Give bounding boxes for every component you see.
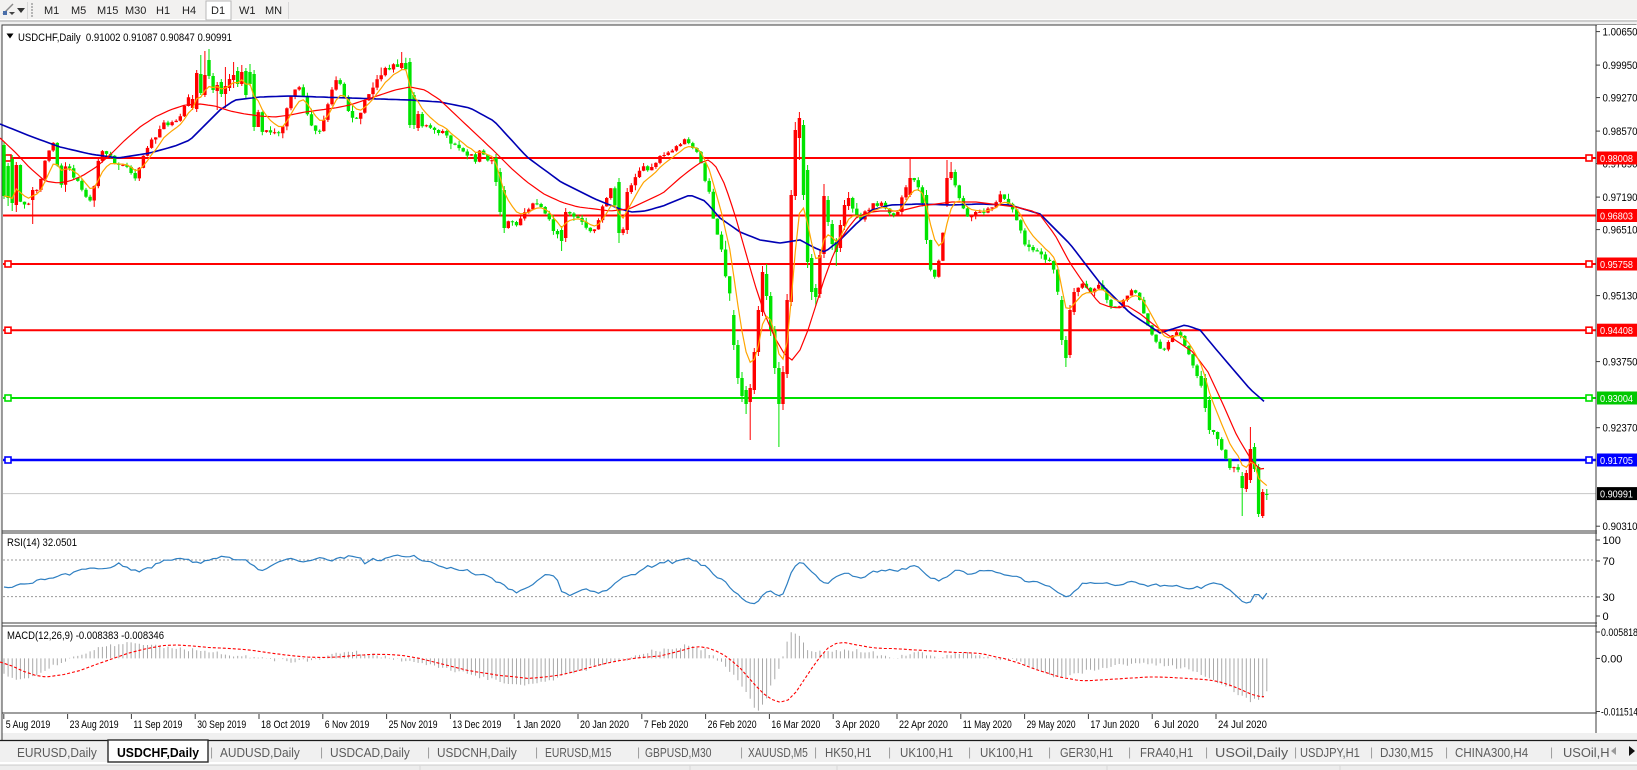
svg-text:USDJPY,H1: USDJPY,H1 [1300,746,1360,760]
svg-text:0.99950: 0.99950 [1603,60,1637,72]
svg-text:RSI(14) 32.0501: RSI(14) 32.0501 [7,537,77,549]
svg-text:7 Feb 2020: 7 Feb 2020 [644,719,689,731]
svg-text:|: | [1128,745,1131,759]
svg-text:0.98570: 0.98570 [1603,126,1637,138]
svg-text:USOil,H: USOil,H [1563,746,1610,760]
svg-text:USDCHF,Daily 0.91002 0.91087: USDCHF,Daily 0.91002 0.91087 0.90847 0.9… [18,32,232,44]
svg-text:3 Apr 2020: 3 Apr 2020 [835,719,880,731]
svg-text:24 Jul 2020: 24 Jul 2020 [1218,719,1267,731]
svg-text:EURUSD,Daily: EURUSD,Daily [17,746,98,760]
svg-text:|: | [637,745,640,759]
svg-text:0.00: 0.00 [1601,653,1622,665]
svg-text:|: | [1048,745,1051,759]
svg-text:UK100,H1: UK100,H1 [900,746,953,760]
svg-text:M15: M15 [97,5,118,17]
svg-text:M1: M1 [44,5,59,17]
svg-text:|: | [814,745,817,759]
svg-text:|: | [888,745,891,759]
svg-text:0.97190: 0.97190 [1603,192,1637,204]
svg-text:6 Jul 2020: 6 Jul 2020 [1154,719,1199,731]
svg-text:|: | [968,745,971,759]
svg-text:M5: M5 [71,5,86,17]
svg-text:0.93750: 0.93750 [1603,357,1637,369]
svg-text:22 Apr 2020: 22 Apr 2020 [899,719,948,731]
svg-text:0.99270: 0.99270 [1603,93,1637,105]
svg-text:FRA40,H1: FRA40,H1 [1140,746,1193,760]
svg-text:16 Mar 2020: 16 Mar 2020 [771,719,820,731]
svg-text:CHINA300,H4: CHINA300,H4 [1455,746,1528,760]
svg-text:|: | [320,745,323,759]
svg-text:|: | [427,745,430,759]
svg-text:|: | [535,745,538,759]
svg-text:0: 0 [1603,611,1609,623]
svg-text:18 Oct 2019: 18 Oct 2019 [261,719,310,731]
svg-text:|: | [1445,745,1448,759]
svg-text:M30: M30 [125,5,146,17]
svg-text:GER30,H1: GER30,H1 [1060,746,1113,760]
svg-text:0.91705: 0.91705 [1600,455,1633,467]
svg-text:UK100,H1: UK100,H1 [980,746,1033,760]
svg-text:USDCHF,Daily: USDCHF,Daily [117,746,199,760]
svg-text:13 Dec 2019: 13 Dec 2019 [452,719,501,731]
svg-text:11 May 2020: 11 May 2020 [963,719,1012,731]
svg-text:11 Sep 2019: 11 Sep 2019 [133,719,182,731]
svg-text:|: | [1205,745,1208,759]
svg-text:5 Aug 2019: 5 Aug 2019 [6,719,51,731]
svg-text:1.00650: 1.00650 [1603,27,1637,39]
svg-text:0.95130: 0.95130 [1603,291,1637,303]
svg-text:EURUSD,M15: EURUSD,M15 [545,746,612,760]
svg-text:0.96803: 0.96803 [1600,211,1633,223]
svg-text:100: 100 [1603,535,1621,547]
svg-text:MN: MN [265,5,282,17]
svg-text:W1: W1 [239,5,256,17]
svg-text:30: 30 [1603,592,1615,604]
svg-text:0.98008: 0.98008 [1600,153,1633,165]
svg-text:|: | [1550,745,1553,759]
svg-text:XAUUSD,M5: XAUUSD,M5 [748,746,808,760]
svg-text:30 Sep 2019: 30 Sep 2019 [197,719,246,731]
svg-text:1 Jan 2020: 1 Jan 2020 [516,719,561,731]
svg-text:0.93004: 0.93004 [1600,393,1633,405]
svg-text:H1: H1 [156,5,170,17]
svg-text:D1: D1 [211,5,225,17]
svg-text:29 May 2020: 29 May 2020 [1027,719,1076,731]
svg-text:AUDUSD,Daily: AUDUSD,Daily [220,746,301,760]
svg-text:|: | [740,745,743,759]
svg-text:25 Nov 2019: 25 Nov 2019 [389,719,438,731]
svg-text:-0.011514: -0.011514 [1601,707,1637,719]
svg-text:70: 70 [1603,556,1615,568]
svg-text:HK50,H1: HK50,H1 [825,746,872,760]
svg-text:USDCNH,Daily: USDCNH,Daily [437,746,518,760]
svg-text:20 Jan 2020: 20 Jan 2020 [580,719,629,731]
svg-text:|: | [1294,745,1297,759]
svg-text:|: | [1370,745,1373,759]
svg-text:6 Nov 2019: 6 Nov 2019 [325,719,370,731]
svg-text:GBPUSD,M30: GBPUSD,M30 [645,746,712,760]
svg-text:0.90991: 0.90991 [1600,489,1633,501]
svg-text:0.96510: 0.96510 [1603,225,1637,237]
svg-text:23 Aug 2019: 23 Aug 2019 [70,719,119,731]
svg-text:0.95758: 0.95758 [1600,259,1633,271]
svg-text:0.94408: 0.94408 [1600,325,1633,337]
svg-text:USOil,Daily: USOil,Daily [1215,746,1289,760]
svg-text:17 Jun 2020: 17 Jun 2020 [1090,719,1139,731]
svg-text:DJ30,M15: DJ30,M15 [1380,746,1433,760]
svg-text:|: | [210,745,213,759]
svg-text:0.005818: 0.005818 [1601,627,1637,639]
svg-text:26 Feb 2020: 26 Feb 2020 [708,719,757,731]
svg-text:MACD(12,26,9) -0.008383 -0.008: MACD(12,26,9) -0.008383 -0.008346 [7,630,164,642]
svg-text:H4: H4 [182,5,196,17]
svg-text:0.92370: 0.92370 [1603,423,1637,435]
svg-text:0.90310: 0.90310 [1603,521,1637,533]
svg-text:USDCAD,Daily: USDCAD,Daily [330,746,411,760]
